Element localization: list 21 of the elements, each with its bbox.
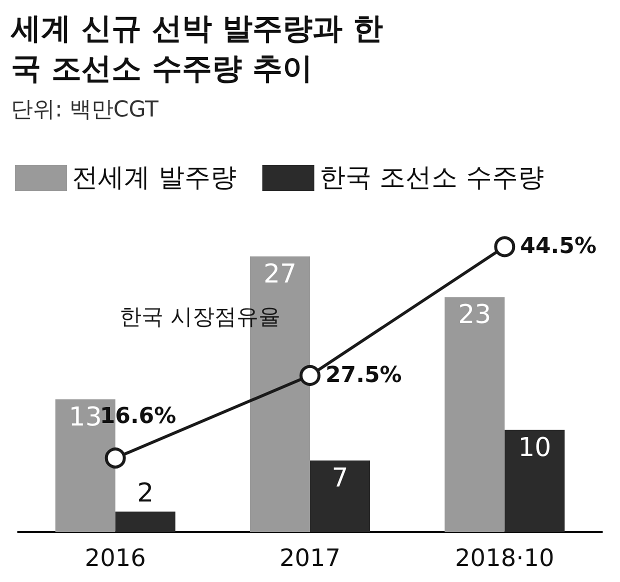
- text: 한국 시장점유율: [120, 304, 280, 330]
- data-label: 44.5%: [520, 234, 596, 260]
- data-label: 16.6%: [100, 404, 176, 430]
- data-label: 2: [137, 478, 154, 509]
- chart-subtitle: 단위: 백만CGT: [11, 98, 160, 122]
- chart-title: 세계 신규 선박 발주량과 한국 조선소 수주량 추이: [10, 12, 383, 86]
- legend-label: 전세계 발주량: [72, 163, 236, 193]
- data-label: 10: [518, 432, 552, 463]
- bar: [115, 512, 176, 532]
- data-label: 27: [263, 259, 297, 290]
- bar: [504, 430, 565, 532]
- x-tick-label: 2018·10: [455, 544, 554, 572]
- data-label: 13: [68, 402, 102, 432]
- legend-label: 한국 조선소 수주량: [319, 163, 544, 193]
- data-label: 7: [332, 464, 348, 494]
- x-tick-label: 2016: [84, 544, 146, 572]
- x-tick-label: 2017: [279, 544, 341, 572]
- data-label: 23: [458, 300, 492, 330]
- bar: [310, 460, 370, 532]
- bar: [444, 297, 505, 532]
- data-label: 27.5%: [326, 362, 402, 388]
